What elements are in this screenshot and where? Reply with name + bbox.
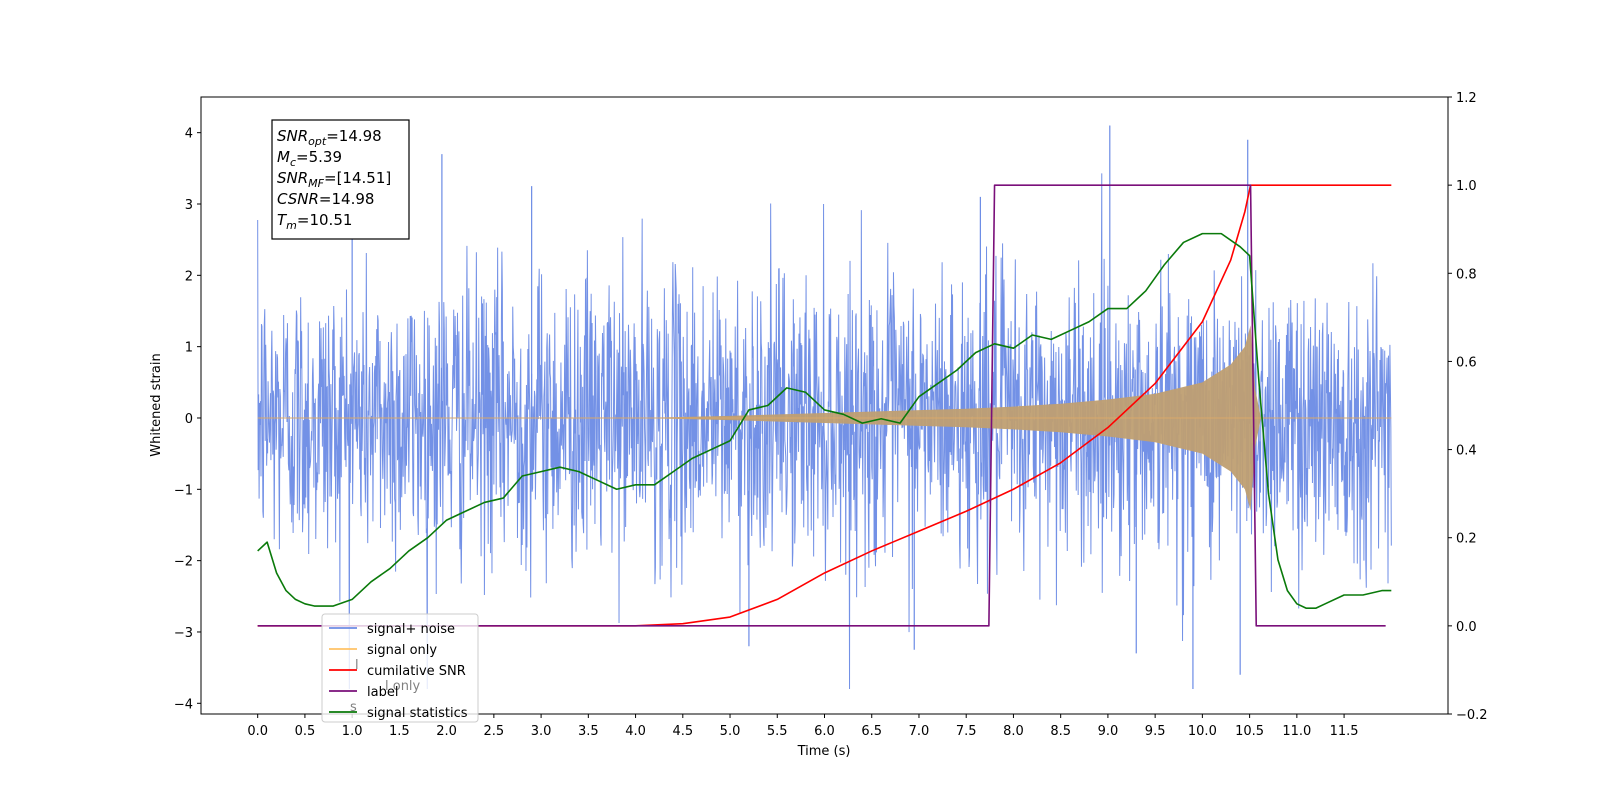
- plot-area: [257, 125, 1392, 690]
- y2-tick-label-4: 0.4: [1456, 444, 1477, 459]
- x-tick-label-5: 2.5: [484, 724, 505, 739]
- x-tick-label-17: 8.5: [1050, 724, 1071, 739]
- x-tick-label-9: 4.5: [672, 724, 693, 739]
- x-tick-label-11: 5.5: [767, 724, 788, 739]
- y-axis-left: 4 3 2 1 0 −1 −2 −3 −4: [174, 127, 201, 712]
- x-tick-label-14: 7.0: [909, 724, 930, 739]
- x-tick-label-19: 9.5: [1145, 724, 1166, 739]
- x-tick-label-10: 5.0: [720, 724, 741, 739]
- y2-tick-label-2: 0.8: [1456, 267, 1477, 282]
- x-tick-label-12: 6.0: [814, 724, 835, 739]
- y-axis-right: 1.2 1.0 0.8 0.6 0.4 0.2 0.0 −0.2: [1448, 91, 1488, 723]
- y-tick-label-0: 4: [185, 127, 193, 142]
- y2-tick-label-0: 1.2: [1456, 91, 1477, 106]
- y2-tick-label-7: −0.2: [1456, 708, 1488, 723]
- legend-label-4: signal statistics: [367, 706, 468, 721]
- y-tick-label-3: 1: [185, 341, 193, 356]
- y-tick-label-5: −1: [174, 483, 193, 498]
- legend-label-2: cumilative SNR: [367, 664, 466, 679]
- x-tick-label-15: 7.5: [956, 724, 977, 739]
- x-tick-label-16: 8.0: [1003, 724, 1024, 739]
- annotation-line-4: Tm=10.51: [277, 211, 352, 232]
- y-tick-label-1: 3: [185, 198, 193, 213]
- x-tick-label-22: 11.0: [1282, 724, 1311, 739]
- legend-label-3: label: [367, 685, 398, 700]
- y-tick-label-7: −3: [174, 626, 193, 641]
- y-tick-label-8: −4: [174, 697, 193, 712]
- x-axis-title: Time (s): [797, 744, 851, 759]
- legend-bleed-text-2: s: [350, 700, 357, 715]
- legend-label-1: signal only: [367, 643, 437, 658]
- series-signal-statistics: [257, 232, 1392, 610]
- annotation-box: SNRopt=14.98Mc=5.39SNRMF=[14.51]CSNR=14.…: [271, 119, 410, 240]
- y-tick-label-2: 2: [185, 269, 193, 284]
- y2-tick-label-5: 0.2: [1456, 532, 1477, 547]
- series-label: [257, 184, 1386, 627]
- y2-tick-label-1: 1.0: [1456, 179, 1477, 194]
- annotation-line-1: Mc=5.39: [277, 148, 342, 169]
- y2-tick-label-6: 0.0: [1456, 620, 1477, 635]
- x-tick-label-21: 10.5: [1235, 724, 1264, 739]
- x-tick-label-18: 9.0: [1098, 724, 1119, 739]
- legend-frame: [321, 613, 479, 723]
- x-tick-label-4: 2.0: [436, 724, 457, 739]
- x-tick-label-20: 10.0: [1188, 724, 1217, 739]
- annotation-line-2: SNRMF=[14.51]: [277, 169, 391, 190]
- x-tick-label-8: 4.0: [625, 724, 646, 739]
- x-tick-label-1: 0.5: [295, 724, 316, 739]
- x-tick-label-6: 3.0: [531, 724, 552, 739]
- y-tick-label-6: −2: [174, 555, 193, 570]
- legend-label-0: signal+ noise: [367, 622, 455, 637]
- x-tick-label-2: 1.0: [342, 724, 363, 739]
- annotation-line-0: SNRopt=14.98: [277, 127, 382, 148]
- x-tick-label-3: 1.5: [389, 724, 410, 739]
- annotation-frame: [271, 119, 410, 240]
- y-tick-label-4: 0: [185, 412, 193, 427]
- y-axis-title: Whitened strain: [149, 353, 164, 456]
- x-tick-label-7: 3.5: [578, 724, 599, 739]
- y2-tick-label-3: 0.6: [1456, 355, 1477, 370]
- x-tick-label-13: 6.5: [861, 724, 882, 739]
- x-axis: 0.0 0.5 1.0 1.5 2.0 2.5 3.0 3.5 4.0 4.5 5.0 5.5 6.0 6…: [247, 714, 1359, 739]
- legend-bleed-text-0: l: [355, 658, 359, 673]
- x-tick-label-0: 0.0: [247, 724, 268, 739]
- series-signal-noise: [257, 173, 1392, 690]
- legend-bleed-text-1: l only: [385, 679, 421, 694]
- x-tick-label-23: 11.5: [1330, 724, 1359, 739]
- legend: l l only s signal+ noise signal only cumilat…: [321, 613, 479, 723]
- annotation-line-3: CSNR=14.98: [277, 190, 374, 208]
